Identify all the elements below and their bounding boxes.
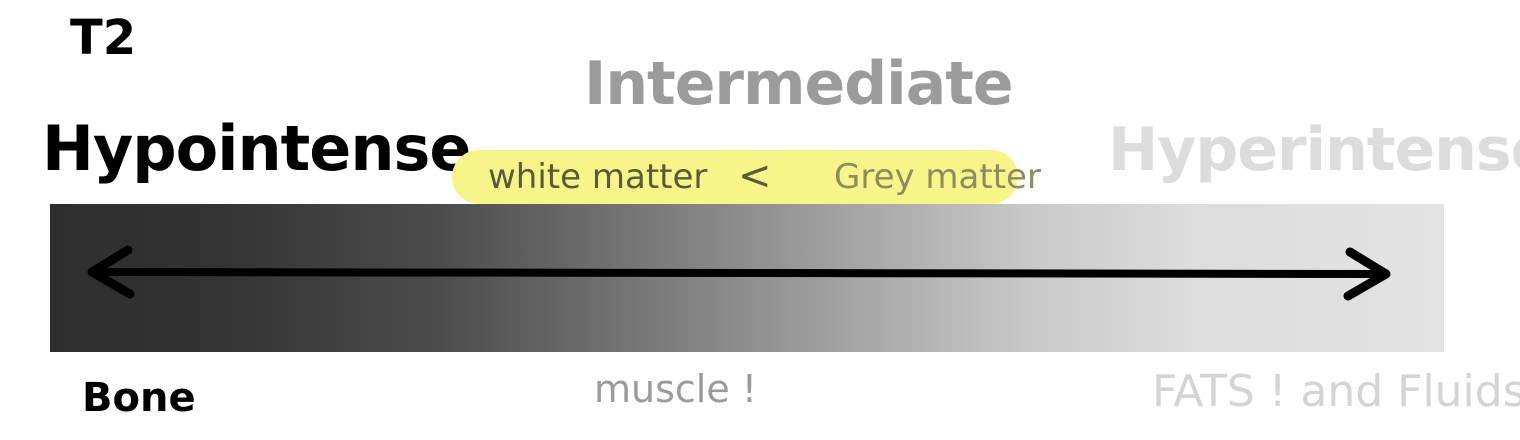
muscle-example-label: muscle ! [594,367,758,411]
intermediate-label: Intermediate [584,49,1014,119]
hypointense-label: Hypointense [42,112,471,185]
sequence-label: T2 [70,10,137,66]
bone-example-label: Bone [82,375,196,421]
double-arrow-icon [87,245,1391,301]
grey-matter-label: Grey matter [834,157,1041,197]
matter-highlight [452,150,1018,204]
white-matter-label: white matter [488,157,708,197]
fats-fluids-example-label: FATS ! and Fluids ! [1152,366,1520,417]
less-than-symbol: < [738,153,772,199]
intensity-gradient-bar [50,204,1444,352]
hyperintense-label: Hyperintense [1108,115,1520,185]
